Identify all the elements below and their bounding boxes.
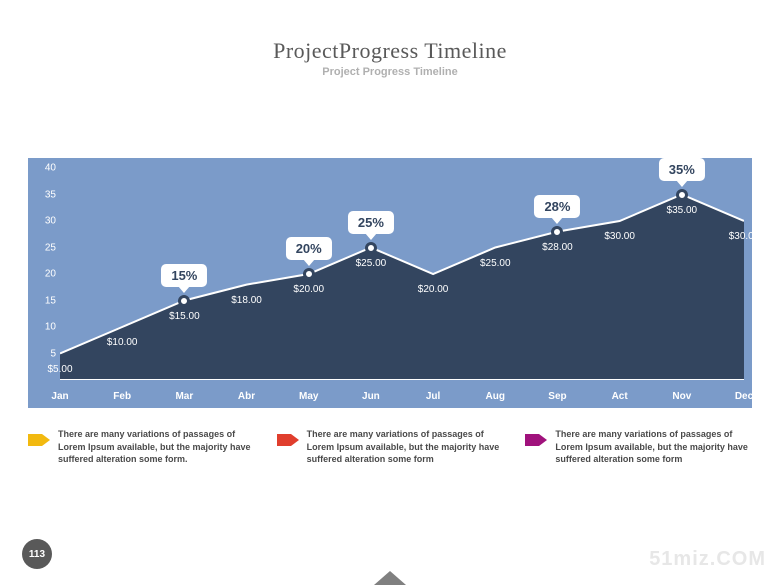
main-title: ProjectProgress Timeline bbox=[0, 38, 780, 64]
x-tick: Nov bbox=[672, 391, 691, 402]
data-marker-icon bbox=[676, 189, 688, 201]
callout-label: 15% bbox=[161, 264, 207, 287]
baseline bbox=[60, 379, 744, 380]
value-label: $35.00 bbox=[667, 205, 698, 216]
data-marker-icon bbox=[551, 226, 563, 238]
x-tick: Jul bbox=[426, 391, 440, 402]
sub-title: Project Progress Timeline bbox=[0, 66, 780, 78]
legend-text: There are many variations of passages of… bbox=[555, 428, 752, 466]
data-marker-icon bbox=[303, 268, 315, 280]
watermark: 51miz.COM bbox=[649, 548, 766, 571]
x-tick: Aug bbox=[486, 391, 505, 402]
callout-label: 35% bbox=[659, 158, 705, 181]
value-label: $25.00 bbox=[480, 258, 511, 269]
legend-item: There are many variations of passages of… bbox=[525, 428, 752, 466]
value-label: $30.00 bbox=[729, 231, 760, 242]
value-label: $18.00 bbox=[231, 295, 262, 306]
triangle-decoration-icon bbox=[374, 571, 406, 585]
legend-row: There are many variations of passages of… bbox=[28, 428, 752, 466]
legend-arrow-icon bbox=[28, 432, 50, 448]
page-number-badge: 113 bbox=[22, 539, 52, 569]
legend-arrow-icon bbox=[525, 432, 547, 448]
legend-item: There are many variations of passages of… bbox=[28, 428, 255, 466]
title-block: ProjectProgress Timeline Project Progres… bbox=[0, 0, 780, 78]
x-tick: Mar bbox=[175, 391, 193, 402]
y-tick: 20 bbox=[32, 269, 56, 280]
plot-area: 510152025303540JanFebMarAbrMayJunJulAugS… bbox=[60, 168, 744, 380]
y-tick: 35 bbox=[32, 189, 56, 200]
y-tick: 25 bbox=[32, 242, 56, 253]
y-tick: 15 bbox=[32, 295, 56, 306]
x-tick: Abr bbox=[238, 391, 255, 402]
callout-label: 25% bbox=[348, 211, 394, 234]
value-label: $10.00 bbox=[107, 337, 138, 348]
legend-arrow-icon bbox=[277, 432, 299, 448]
chart-inner: 510152025303540JanFebMarAbrMayJunJulAugS… bbox=[60, 168, 744, 380]
y-tick: 5 bbox=[32, 348, 56, 359]
x-tick: Jan bbox=[51, 391, 68, 402]
x-tick: May bbox=[299, 391, 318, 402]
chart-panel: 5 10 15 20 25 30 35 40 Jan Feb Mar Abr May Jun Jul Aug S… bbox=[28, 158, 752, 408]
y-tick: 10 bbox=[32, 322, 56, 333]
x-tick: Jun bbox=[362, 391, 380, 402]
legend-item: There are many variations of passages of… bbox=[277, 428, 504, 466]
data-marker-icon bbox=[178, 295, 190, 307]
y-tick: 40 bbox=[32, 163, 56, 174]
legend-text: There are many variations of passages of… bbox=[307, 428, 504, 466]
value-label: $28.00 bbox=[542, 242, 573, 253]
data-marker-icon bbox=[365, 242, 377, 254]
value-label: $30.00 bbox=[604, 231, 635, 242]
value-label: $20.00 bbox=[293, 284, 324, 295]
legend-text: There are many variations of passages of… bbox=[58, 428, 255, 466]
value-label: $5.00 bbox=[47, 364, 72, 375]
value-label: $15.00 bbox=[169, 311, 200, 322]
y-tick: 30 bbox=[32, 216, 56, 227]
x-tick: Act bbox=[612, 391, 628, 402]
x-tick: Sep bbox=[548, 391, 566, 402]
x-tick: Feb bbox=[113, 391, 131, 402]
callout-label: 20% bbox=[286, 237, 332, 260]
value-label: $20.00 bbox=[418, 284, 449, 295]
value-label: $25.00 bbox=[356, 258, 387, 269]
x-tick: Dec bbox=[735, 391, 753, 402]
callout-label: 28% bbox=[534, 195, 580, 218]
